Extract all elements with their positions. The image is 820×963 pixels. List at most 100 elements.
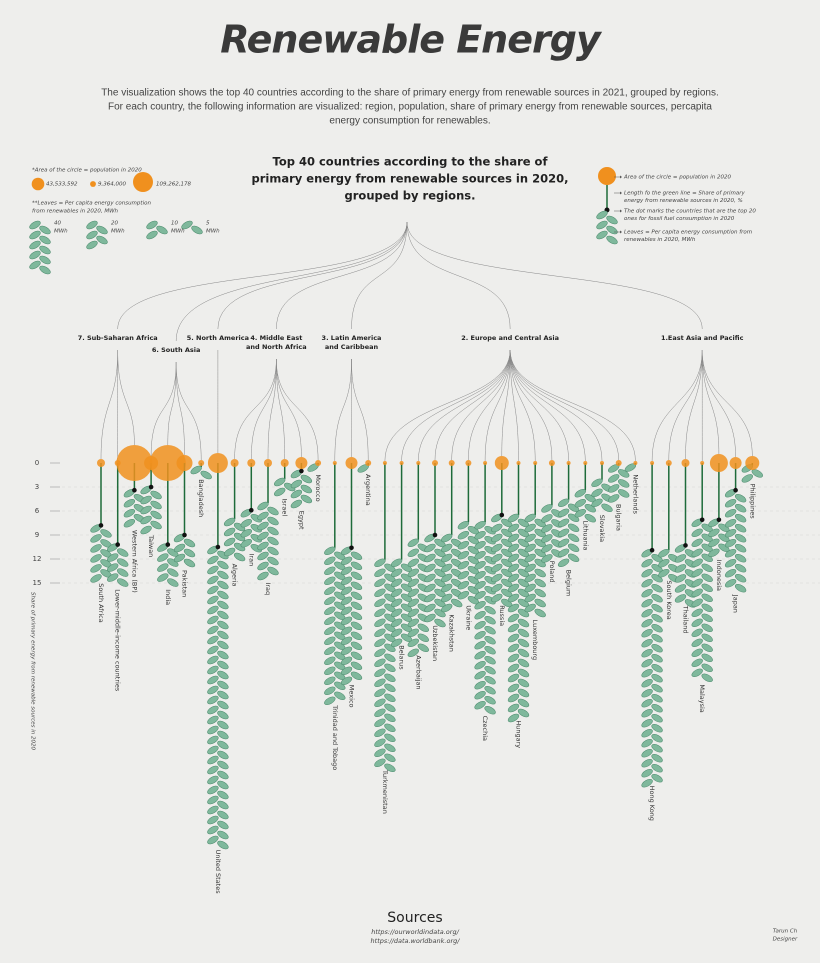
- population-circle: [665, 460, 672, 466]
- leaf: [457, 590, 470, 600]
- branch: [406, 221, 703, 330]
- leaf: [734, 563, 747, 573]
- key-circle: [598, 167, 616, 185]
- leaf: [641, 618, 653, 628]
- leaf: [708, 528, 720, 538]
- leaf: [484, 685, 496, 695]
- leaf: [651, 693, 663, 703]
- country-label: Kazakhstan: [448, 614, 456, 651]
- leaf: [567, 543, 580, 553]
- leaf: [384, 763, 396, 773]
- leaf: [123, 498, 136, 508]
- branch: [276, 358, 285, 459]
- leaf: [641, 638, 653, 648]
- leaf: [651, 583, 663, 593]
- leaf: [474, 650, 486, 660]
- leaf: [407, 628, 419, 638]
- leaf: [524, 523, 536, 533]
- branch: [701, 349, 720, 455]
- region-label: and North Africa: [246, 343, 307, 351]
- leaf: [207, 675, 219, 685]
- leaf: [507, 543, 520, 553]
- leaf: [517, 618, 530, 628]
- leaf: [384, 683, 396, 693]
- branch: [267, 358, 277, 459]
- leaf: [596, 220, 608, 230]
- leaf: [217, 620, 229, 630]
- leaf: [384, 653, 396, 663]
- leaf: [557, 528, 570, 538]
- leaf: [374, 618, 386, 628]
- branch: [685, 349, 703, 459]
- branch: [251, 358, 277, 459]
- branch: [175, 221, 408, 342]
- population-circle: [315, 460, 322, 466]
- branch: [100, 349, 118, 459]
- country-label: Russia: [498, 605, 506, 626]
- leaf-chain: [207, 545, 229, 850]
- leaf: [350, 611, 363, 621]
- leaf: [651, 763, 663, 773]
- leaf: [517, 678, 530, 688]
- region-label: and Caribbean: [325, 343, 379, 351]
- branch: [175, 361, 202, 461]
- top20-dot: [148, 484, 154, 490]
- leaf: [474, 520, 486, 530]
- leaf: [451, 598, 463, 608]
- leaf-chain: [107, 543, 129, 587]
- leaf: [658, 548, 670, 558]
- leaf: [407, 578, 419, 588]
- leaf: [557, 538, 570, 548]
- leaf: [701, 593, 713, 603]
- leaf: [217, 710, 229, 720]
- leaf: [507, 563, 520, 573]
- leaf: [724, 578, 737, 588]
- leaf: [207, 755, 219, 765]
- leaf: [457, 550, 470, 560]
- population-circle: [483, 460, 488, 466]
- population-circle: [583, 460, 588, 466]
- leaf-chain: [274, 477, 296, 497]
- population-circle: [295, 457, 308, 469]
- leaf: [407, 638, 419, 648]
- leaf: [267, 566, 279, 576]
- leaf: [584, 513, 596, 523]
- leaf: [374, 648, 386, 658]
- country-label: Algeria: [231, 564, 239, 587]
- leaf: [591, 488, 603, 498]
- leaf: [217, 630, 229, 640]
- leaf: [207, 575, 219, 585]
- leaf: [524, 533, 536, 543]
- leaf: [724, 518, 737, 528]
- leaf-chain: [324, 546, 346, 706]
- country-label: Luxembourg: [531, 620, 539, 661]
- leaf: [240, 518, 252, 528]
- region-label: 2. Europe and Central Asia: [461, 334, 559, 342]
- leaf: [507, 613, 520, 623]
- leaf-chain: [340, 546, 363, 686]
- leaf: [507, 523, 520, 533]
- leaf: [374, 588, 386, 598]
- leaf: [324, 696, 336, 706]
- leaf: [167, 578, 179, 587]
- leaf: [290, 479, 303, 489]
- leaf: [146, 230, 158, 240]
- leaf: [491, 563, 503, 573]
- leaf: [267, 506, 279, 516]
- leaf: [117, 578, 129, 587]
- leaf: [574, 498, 586, 508]
- leaf: [340, 586, 353, 596]
- leaf: [724, 508, 737, 518]
- leaf: [340, 656, 353, 666]
- leaf: [474, 690, 486, 700]
- leaf: [474, 640, 486, 650]
- leaf: [424, 593, 436, 603]
- leaf: [207, 835, 219, 845]
- top20-dot: [699, 517, 705, 523]
- leaf: [90, 554, 102, 563]
- branch: [651, 349, 703, 461]
- leaf: [651, 723, 663, 733]
- leaf: [274, 487, 286, 497]
- population-circle: [681, 458, 690, 468]
- branch: [167, 361, 177, 446]
